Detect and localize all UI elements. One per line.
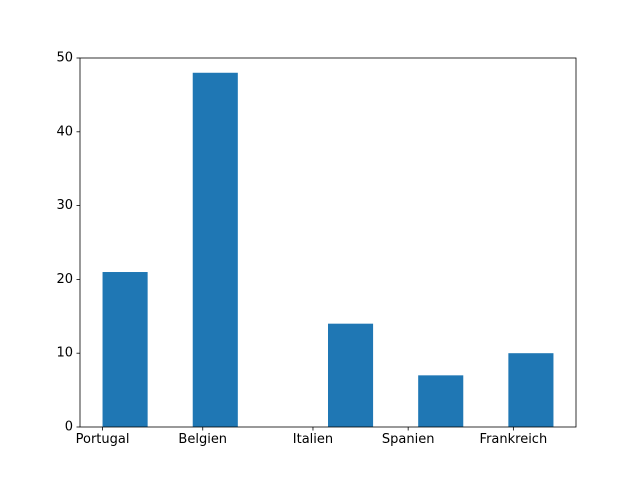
bar-3 [418, 375, 464, 427]
bars-layer [102, 72, 554, 427]
bar-4 [508, 353, 554, 427]
bar-2 [328, 323, 374, 427]
bar-0 [102, 272, 148, 427]
plot-area-frame [79, 57, 577, 428]
x-tick-label-3: Spanien [382, 432, 435, 447]
y-tick-label-1: 10 [56, 346, 73, 361]
y-tick-label-2: 20 [56, 272, 73, 287]
x-tick-label-0: Portugal [76, 432, 130, 447]
x-tick-label-1: Belgien [178, 432, 227, 447]
x-tick-label-2: Italien [293, 432, 333, 447]
y-tick-label-4: 40 [56, 124, 73, 139]
bar-1 [192, 72, 238, 427]
x-tick-label-4: Frankreich [480, 432, 548, 447]
y-tick-label-0: 0 [65, 420, 73, 435]
ticks-layer: 0 10 20 30 40 50 Portugal Belgien Italien Spanien… [56, 51, 547, 448]
y-tick-label-3: 30 [56, 198, 73, 213]
y-tick-label-5: 50 [56, 51, 73, 66]
